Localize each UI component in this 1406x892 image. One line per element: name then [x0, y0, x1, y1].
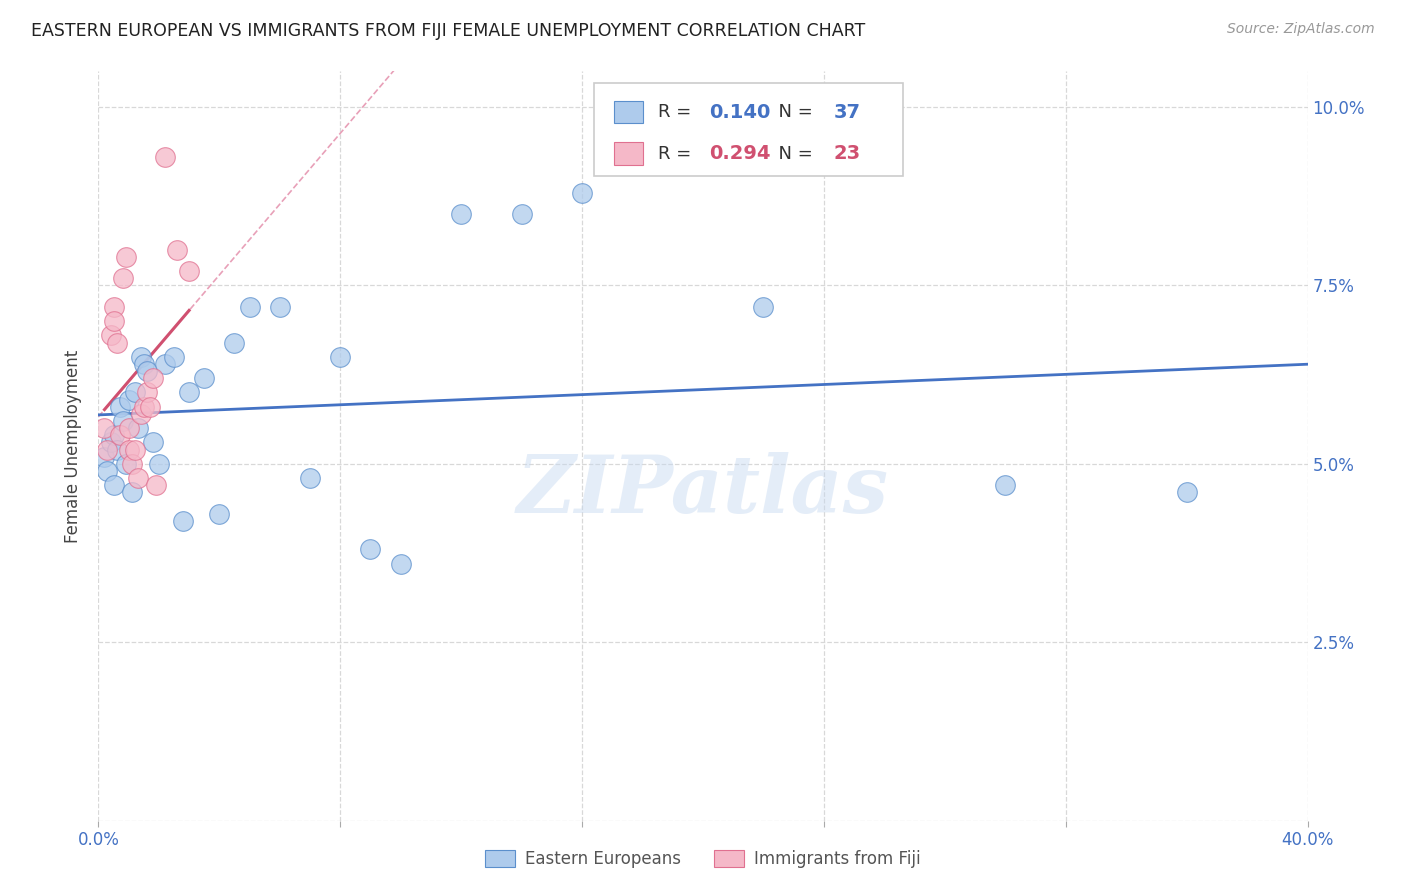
Point [269, 300, 291, 314]
Point [139, 400, 162, 414]
Point [329, 350, 352, 364]
Point [135, 364, 157, 378]
Point [510, 207, 533, 221]
Point [153, 357, 176, 371]
Point [132, 400, 155, 414]
Point [111, 414, 134, 428]
Point [571, 186, 593, 200]
Point [153, 150, 176, 164]
Point [129, 407, 152, 421]
Point [100, 328, 122, 343]
Point [105, 335, 128, 350]
Point [121, 457, 143, 471]
Point [96, 464, 118, 478]
Point [148, 457, 170, 471]
Point [450, 207, 472, 221]
FancyBboxPatch shape [613, 101, 643, 123]
FancyBboxPatch shape [613, 143, 643, 165]
Point [103, 478, 125, 492]
Point [100, 435, 122, 450]
Point [142, 435, 165, 450]
Point [108, 400, 131, 414]
FancyBboxPatch shape [595, 83, 903, 177]
Point [179, 385, 201, 400]
Point [103, 314, 125, 328]
Text: R =: R = [658, 145, 697, 162]
Text: ZIPatlas: ZIPatlas [517, 452, 889, 530]
Point [96, 442, 118, 457]
Legend: Eastern Europeans, Immigrants from Fiji: Eastern Europeans, Immigrants from Fiji [478, 843, 928, 875]
Point [108, 428, 131, 442]
Point [208, 507, 231, 521]
Text: N =: N = [768, 145, 818, 162]
Point [127, 471, 149, 485]
Point [142, 371, 165, 385]
Point [124, 442, 146, 457]
Text: R =: R = [658, 103, 697, 121]
Point [129, 350, 152, 364]
Point [103, 300, 125, 314]
Point [1175, 485, 1198, 500]
Point [93, 450, 115, 464]
Point [132, 357, 155, 371]
Point [172, 514, 194, 528]
Point [127, 421, 149, 435]
Point [135, 385, 157, 400]
Point [193, 371, 215, 385]
Point [224, 335, 246, 350]
Text: 0.294: 0.294 [709, 144, 770, 163]
Point [299, 471, 322, 485]
Point [163, 350, 186, 364]
Point [105, 442, 128, 457]
Point [166, 243, 188, 257]
Point [118, 421, 141, 435]
Text: 23: 23 [834, 144, 860, 163]
Point [103, 428, 125, 442]
Point [994, 478, 1017, 492]
Text: 37: 37 [834, 103, 860, 121]
Point [239, 300, 262, 314]
Point [114, 457, 136, 471]
Point [752, 300, 775, 314]
Text: 0.140: 0.140 [709, 103, 770, 121]
Point [124, 385, 146, 400]
Point [360, 542, 382, 557]
Text: Source: ZipAtlas.com: Source: ZipAtlas.com [1227, 22, 1375, 37]
Point [93, 421, 115, 435]
Point [145, 478, 167, 492]
Point [118, 392, 141, 407]
Point [111, 271, 134, 285]
Point [179, 264, 201, 278]
Text: EASTERN EUROPEAN VS IMMIGRANTS FROM FIJI FEMALE UNEMPLOYMENT CORRELATION CHART: EASTERN EUROPEAN VS IMMIGRANTS FROM FIJI… [31, 22, 865, 40]
Point [389, 557, 412, 571]
Text: N =: N = [768, 103, 818, 121]
Y-axis label: Female Unemployment: Female Unemployment [65, 350, 83, 542]
Point [118, 442, 141, 457]
Point [114, 250, 136, 264]
Point [121, 485, 143, 500]
